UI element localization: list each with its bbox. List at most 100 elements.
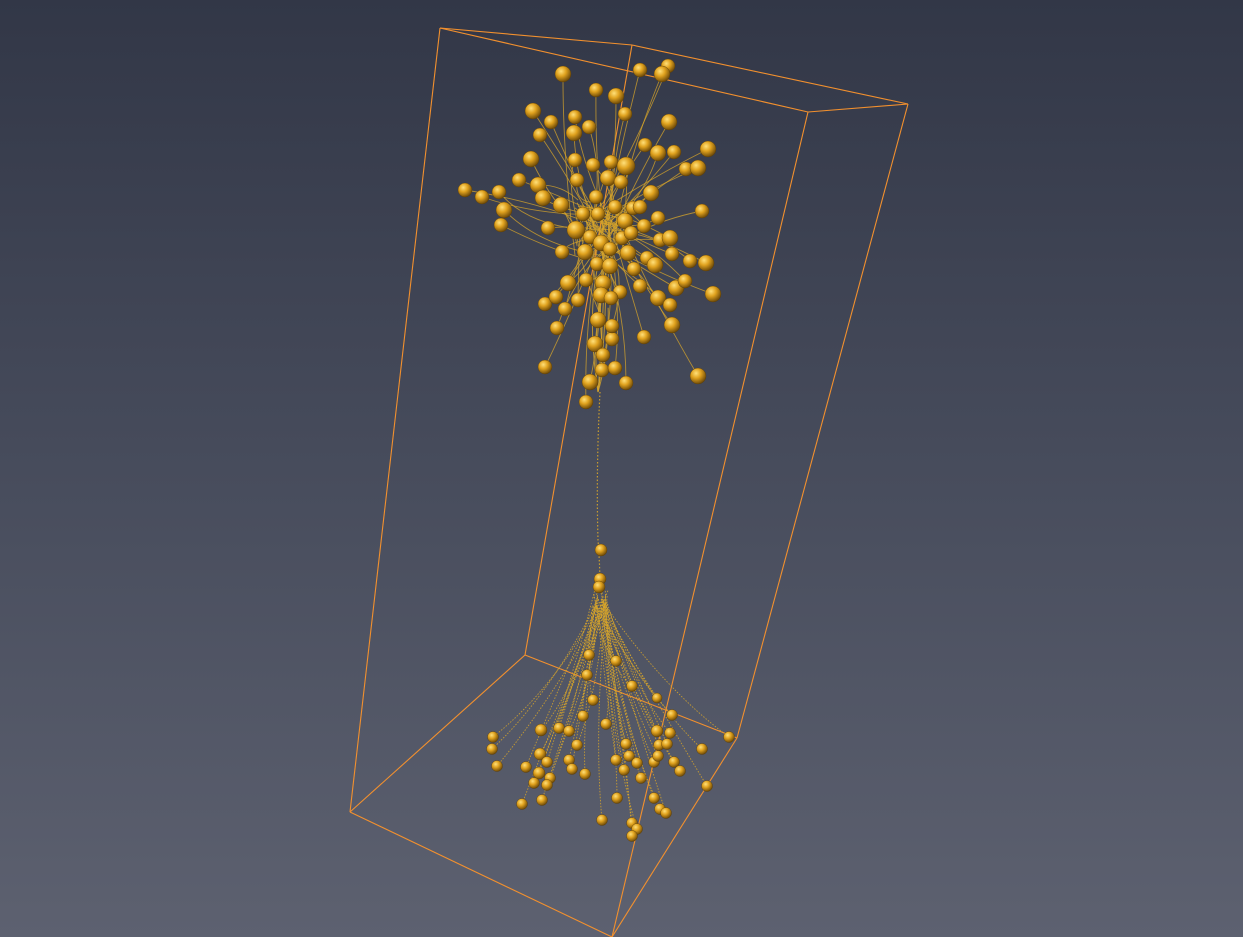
box-edge — [524, 654, 738, 739]
basal-node — [536, 794, 548, 806]
box-edge — [736, 103, 909, 739]
dendrite-node — [623, 225, 639, 241]
dendrite-node — [602, 241, 618, 257]
basal-branch — [602, 599, 610, 725]
basal-branch — [549, 591, 599, 779]
dendrite-node — [588, 82, 604, 98]
dendrite-node — [704, 285, 722, 303]
basal-node — [566, 763, 578, 775]
dendrite-node — [590, 206, 606, 222]
dendrite-node — [636, 329, 652, 345]
basal-branch — [584, 599, 599, 775]
dendrite-node — [570, 292, 586, 308]
dendrite-branch — [600, 151, 675, 232]
basal-branch — [525, 597, 599, 768]
dendrite-node — [649, 144, 667, 162]
basal-node — [581, 669, 593, 681]
basal-node — [516, 798, 528, 810]
dendrite-node — [581, 119, 597, 135]
dendrite-node — [619, 244, 637, 262]
dendrite-node — [632, 278, 648, 294]
dendrite-node — [603, 290, 619, 306]
dendrite-node — [699, 140, 717, 158]
dendrite-node — [660, 113, 678, 131]
basal-node — [635, 772, 647, 784]
basal-node — [696, 743, 708, 755]
basal-node — [652, 750, 664, 762]
basal-node — [610, 655, 622, 667]
box-edge — [349, 27, 441, 813]
dendrite-node — [511, 172, 527, 188]
dendrite-node — [650, 210, 666, 226]
dendrite-node — [557, 301, 573, 317]
dendrite-node — [589, 256, 605, 272]
neuron-branches — [464, 65, 730, 837]
dendrite-node — [559, 274, 577, 292]
dendrite-node — [618, 375, 634, 391]
basal-branch — [571, 601, 604, 770]
dendrite-node — [575, 206, 591, 222]
dendrite-node — [491, 184, 507, 200]
dendrite-node — [578, 394, 594, 410]
dendrite-node — [607, 87, 625, 105]
dendrite-node — [569, 172, 585, 188]
basal-node — [661, 738, 673, 750]
dendrite-node — [666, 144, 682, 160]
basal-branch — [496, 602, 607, 767]
dendrite-node — [689, 159, 707, 177]
basal-node — [648, 792, 660, 804]
dendrite-node — [567, 152, 583, 168]
basal-branch — [604, 595, 625, 771]
box-edge — [611, 111, 809, 937]
basal-branch — [593, 596, 655, 763]
box-edge — [439, 27, 809, 113]
basal-node — [610, 754, 622, 766]
dendrite-node — [549, 320, 565, 336]
basal-node — [626, 830, 638, 842]
basal-branch — [604, 590, 627, 745]
dendrite-node — [604, 318, 620, 334]
basal-node — [541, 779, 553, 791]
dendrite-node — [689, 367, 707, 385]
basal-node — [668, 756, 680, 768]
basal-node — [533, 747, 547, 761]
dendrite-node — [540, 220, 556, 236]
dendrite-node — [613, 174, 629, 190]
basal-branch — [576, 599, 606, 746]
basal-node — [528, 777, 540, 789]
basal-node — [577, 710, 589, 722]
basal-node — [520, 761, 532, 773]
basal-branch — [598, 596, 608, 821]
basal-branch — [602, 603, 638, 830]
basal-node — [620, 738, 632, 750]
basal-node — [701, 780, 713, 792]
basal-node — [534, 723, 548, 737]
basal-branch — [533, 603, 607, 784]
basal-branch — [596, 607, 618, 799]
dendrite-node — [474, 189, 490, 205]
basal-node — [631, 757, 643, 769]
basal-node — [611, 792, 623, 804]
basal-branch — [594, 590, 660, 746]
basal-node — [666, 709, 678, 721]
dendrite-node — [601, 257, 619, 275]
dendrite-node — [616, 156, 636, 176]
dendrite-node — [632, 199, 648, 215]
basal-branch — [600, 598, 730, 738]
dendrite-node — [543, 114, 559, 130]
basal-node — [532, 766, 546, 780]
box-edge — [524, 44, 633, 656]
dendrite-branch — [601, 121, 670, 256]
dendrite-node — [457, 182, 473, 198]
dendrite-node — [495, 201, 513, 219]
dendrite-node — [662, 297, 678, 313]
dendrite-node — [566, 220, 586, 240]
basal-node — [600, 718, 612, 730]
dendrite-node — [649, 289, 667, 307]
basal-node — [723, 731, 735, 743]
dendrite-node — [604, 331, 620, 347]
dendrite-branch — [500, 224, 583, 259]
dendrite-node — [565, 124, 583, 142]
